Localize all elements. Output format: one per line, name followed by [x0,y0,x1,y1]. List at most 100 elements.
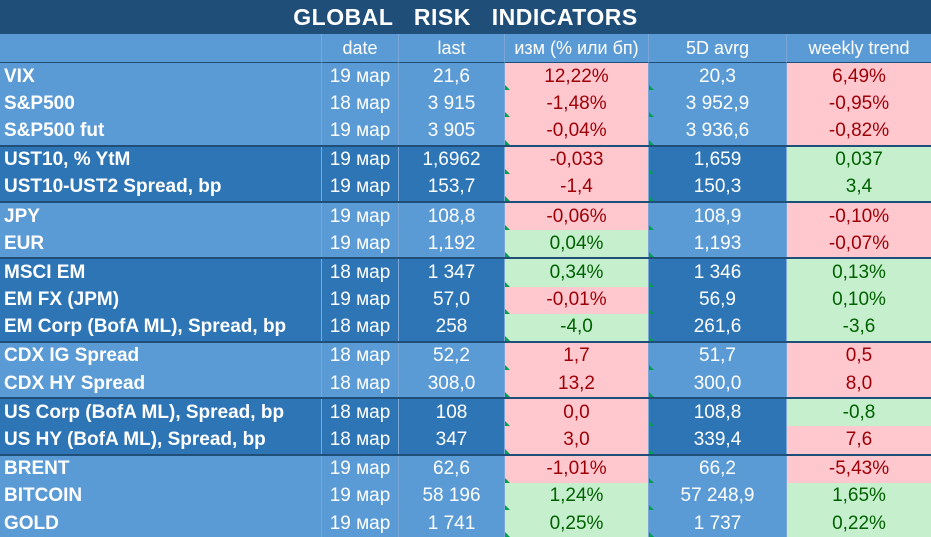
row-avg5d: 1,659 [649,146,787,174]
row-weekly: 0,10% [787,286,931,314]
row-date: 19 мар [322,146,399,174]
table-row: UST10, % YtM 19 мар 1,6962 -0,033 1,659 0,037 [0,144,931,174]
row-last: 1,6962 [399,146,505,174]
row-last: 58 196 [399,482,505,510]
table-row: BRENT 19 мар 62,6 -1,01% 66,2 -5,43% [0,453,931,483]
table-row: S&P500 fut 19 мар 3 905 -0,04% 3 936,6 -0,82% [0,117,931,145]
row-name: BITCOIN [0,482,322,510]
row-weekly: 7,6 [787,426,931,454]
row-name: CDX IG Spread [0,342,322,371]
row-avg5d: 1 737 [649,510,787,537]
table-row: EM FX (JPM) 19 мар 57,0 -0,01% 56,9 0,10% [0,286,931,314]
row-avg5d: 57 248,9 [649,482,787,510]
row-date: 19 мар [322,482,399,510]
row-change: -1,4 [505,173,649,201]
row-last: 258 [399,313,505,341]
row-last: 347 [399,426,505,454]
row-avg5d: 3 952,9 [649,90,787,118]
header-weekly: weekly trend [787,34,931,63]
row-last: 153,7 [399,173,505,201]
row-date: 18 мар [322,342,399,371]
row-change: 0,34% [505,259,649,287]
table-row: EUR 19 мар 1,192 0,04% 1,193 -0,07% [0,230,931,258]
row-date: 19 мар [322,173,399,201]
row-avg5d: 339,4 [649,426,787,454]
row-change: 1,7 [505,342,649,371]
row-change: 0,25% [505,510,649,537]
row-change: -0,06% [505,202,649,231]
row-weekly: 6,49% [787,63,931,91]
row-change: -0,04% [505,117,649,145]
header-avg5d: 5D avrg [649,34,787,63]
table-row: BITCOIN 19 мар 58 196 1,24% 57 248,9 1,65% [0,482,931,510]
row-avg5d: 108,9 [649,202,787,231]
table-row: GOLD 19 мар 1 741 0,25% 1 737 0,22% [0,510,931,537]
row-name: CDX HY Spread [0,370,322,398]
row-change: 1,24% [505,482,649,510]
row-last: 1 347 [399,259,505,287]
row-weekly: -0,8 [787,399,931,427]
risk-indicators-table: GLOBAL RISK INDICATORS date last изм (% … [0,4,931,537]
header-change: изм (% или бп) [505,34,649,63]
row-name: GOLD [0,510,322,537]
row-weekly: 0,13% [787,259,931,287]
row-last: 57,0 [399,286,505,314]
table-row: VIX 19 мар 21,6 12,22% 20,3 6,49% [0,63,931,91]
table-row: EM Corp (BofA ML), Spread, bp 18 мар 258 -4… [0,313,931,341]
row-avg5d: 20,3 [649,63,787,91]
table-row: US Corp (BofA ML), Spread, bp 18 мар 108 0,… [0,397,931,427]
row-change: 3,0 [505,426,649,454]
row-date: 19 мар [322,455,399,483]
row-last: 21,6 [399,63,505,91]
row-weekly: -0,82% [787,117,931,145]
row-name: BRENT [0,455,322,483]
row-date: 19 мар [322,286,399,314]
row-weekly: -5,43% [787,455,931,483]
row-name: US HY (BofA ML), Spread, bp [0,426,322,454]
row-weekly: 0,037 [787,146,931,174]
row-avg5d: 56,9 [649,286,787,314]
row-avg5d: 300,0 [649,370,787,398]
row-date: 19 мар [322,117,399,145]
row-date: 18 мар [322,313,399,341]
row-name: UST10, % YtM [0,146,322,174]
table-row: US HY (BofA ML), Spread, bp 18 мар 347 3,0 3… [0,426,931,454]
row-weekly: 0,22% [787,510,931,537]
row-weekly: -0,95% [787,90,931,118]
row-change: -1,01% [505,455,649,483]
table-row: S&P500 18 мар 3 915 -1,48% 3 952,9 -0,95% [0,90,931,118]
row-last: 108,8 [399,202,505,231]
table-body: VIX 19 мар 21,6 12,22% 20,3 6,49% S&P500 18 мар… [0,63,931,537]
row-date: 19 мар [322,63,399,91]
row-name: EM Corp (BofA ML), Spread, bp [0,313,322,341]
row-avg5d: 51,7 [649,342,787,371]
row-weekly: -0,10% [787,202,931,231]
row-weekly: -0,07% [787,230,931,258]
row-change: -4,0 [505,313,649,341]
row-name: US Corp (BofA ML), Spread, bp [0,399,322,427]
row-date: 19 мар [322,230,399,258]
row-last: 1,192 [399,230,505,258]
row-date: 19 мар [322,202,399,231]
row-avg5d: 3 936,6 [649,117,787,145]
row-weekly: 0,5 [787,342,931,371]
row-date: 18 мар [322,399,399,427]
row-name: MSCI EM [0,259,322,287]
row-last: 52,2 [399,342,505,371]
row-name: EUR [0,230,322,258]
row-change: 0,04% [505,230,649,258]
row-change: -0,033 [505,146,649,174]
row-name: UST10-UST2 Spread, bp [0,173,322,201]
row-change: -1,48% [505,90,649,118]
row-date: 18 мар [322,426,399,454]
row-change: 12,22% [505,63,649,91]
row-change: 0,0 [505,399,649,427]
row-name: EM FX (JPM) [0,286,322,314]
row-date: 18 мар [322,370,399,398]
row-weekly: -3,6 [787,313,931,341]
row-last: 3 905 [399,117,505,145]
row-weekly: 3,4 [787,173,931,201]
row-name: JPY [0,202,322,231]
table-row: MSCI EM 18 мар 1 347 0,34% 1 346 0,13% [0,257,931,287]
table-row: CDX IG Spread 18 мар 52,2 1,7 51,7 0,5 [0,340,931,371]
